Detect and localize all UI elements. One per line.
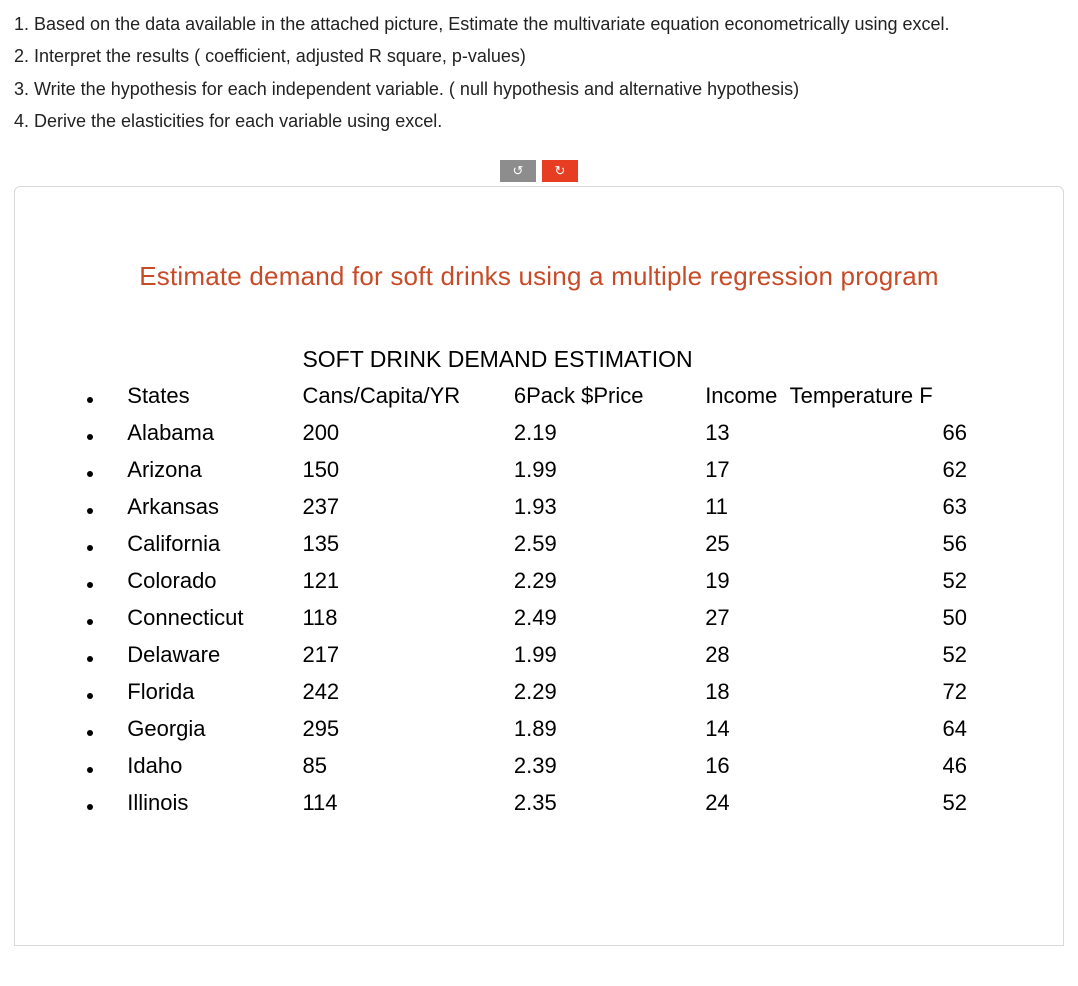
cell-cans: 85 [302, 748, 513, 785]
cell-cans: 295 [302, 711, 513, 748]
cell-price: 2.29 [514, 674, 705, 711]
cell-income: 19 [705, 563, 816, 600]
question-2: 2. Interpret the results ( coefficient, … [14, 40, 1064, 72]
cell-state: Colorado [127, 563, 302, 600]
redo-button[interactable]: ↻ [542, 160, 578, 182]
data-table-wrap: SOFT DRINK DEMAND ESTIMATION States Cans… [59, 340, 1019, 822]
question-4: 4. Derive the elasticities for each vari… [14, 105, 1064, 137]
cell-price: 2.59 [514, 526, 705, 563]
bullet-icon [87, 508, 93, 514]
cell-income: 11 [705, 489, 816, 526]
bullet-icon [87, 471, 93, 477]
cell-state: Idaho [127, 748, 302, 785]
cell-cans: 217 [302, 637, 513, 674]
cell-state: Delaware [127, 637, 302, 674]
header-income-temp: Income Temperature F [705, 378, 967, 415]
cell-income: 28 [705, 637, 816, 674]
cell-state: Arizona [127, 452, 302, 489]
bullet-icon [87, 730, 93, 736]
slide-panel: Estimate demand for soft drinks using a … [14, 186, 1064, 946]
cell-income: 14 [705, 711, 816, 748]
table-row: California1352.592556 [87, 526, 967, 563]
question-3: 3. Write the hypothesis for each indepen… [14, 73, 1064, 105]
cell-price: 1.99 [514, 452, 705, 489]
cell-price: 2.49 [514, 600, 705, 637]
cell-price: 2.19 [514, 415, 705, 452]
cell-temp: 52 [816, 785, 967, 822]
cell-cans: 242 [302, 674, 513, 711]
cell-cans: 118 [302, 600, 513, 637]
cell-temp: 72 [816, 674, 967, 711]
cell-income: 27 [705, 600, 816, 637]
cell-price: 2.35 [514, 785, 705, 822]
table-row: Idaho852.391646 [87, 748, 967, 785]
cell-temp: 64 [816, 711, 967, 748]
header-price: 6Pack $Price [514, 378, 705, 415]
cell-temp: 63 [816, 489, 967, 526]
bullet-icon [87, 582, 93, 588]
cell-income: 13 [705, 415, 816, 452]
cell-cans: 200 [302, 415, 513, 452]
page: 1. Based on the data available in the at… [0, 0, 1078, 986]
cell-cans: 237 [302, 489, 513, 526]
table-row: Arizona1501.991762 [87, 452, 967, 489]
cell-temp: 50 [816, 600, 967, 637]
cell-income: 16 [705, 748, 816, 785]
bullet-icon [87, 693, 93, 699]
cell-state: Illinois [127, 785, 302, 822]
table-row: Connecticut1182.492750 [87, 600, 967, 637]
table-row: Illinois1142.352452 [87, 785, 967, 822]
bullet-icon [87, 545, 93, 551]
cell-temp: 66 [816, 415, 967, 452]
cell-state: Florida [127, 674, 302, 711]
cell-state: Alabama [127, 415, 302, 452]
bullet-icon [87, 619, 93, 625]
table-row: Arkansas2371.931163 [87, 489, 967, 526]
cell-temp: 56 [816, 526, 967, 563]
cell-cans: 150 [302, 452, 513, 489]
cell-income: 17 [705, 452, 816, 489]
cell-price: 1.93 [514, 489, 705, 526]
slide-title: Estimate demand for soft drinks using a … [59, 261, 1019, 292]
question-1: 1. Based on the data available in the at… [14, 8, 1064, 40]
section-title: SOFT DRINK DEMAND ESTIMATION [302, 340, 705, 379]
cell-price: 1.99 [514, 637, 705, 674]
cell-income: 18 [705, 674, 816, 711]
bullet-icon [87, 656, 93, 662]
cell-cans: 135 [302, 526, 513, 563]
bullet-icon [87, 767, 93, 773]
undo-button[interactable]: ↺ [500, 160, 536, 182]
table-row: Florida2422.291872 [87, 674, 967, 711]
cell-price: 2.39 [514, 748, 705, 785]
toolbar: ↺ ↻ [14, 160, 1064, 182]
cell-income: 25 [705, 526, 816, 563]
header-cans: Cans/Capita/YR [302, 378, 513, 415]
question-list: 1. Based on the data available in the at… [14, 8, 1064, 138]
header-row: States Cans/Capita/YR 6Pack $Price Incom… [87, 378, 967, 415]
cell-income: 24 [705, 785, 816, 822]
cell-price: 1.89 [514, 711, 705, 748]
table-row: Colorado1212.291952 [87, 563, 967, 600]
bullet-icon [87, 434, 93, 440]
table-row: Alabama2002.191366 [87, 415, 967, 452]
cell-state: Arkansas [127, 489, 302, 526]
cell-temp: 62 [816, 452, 967, 489]
cell-cans: 114 [302, 785, 513, 822]
cell-temp: 52 [816, 563, 967, 600]
header-state: States [127, 378, 302, 415]
cell-state: Georgia [127, 711, 302, 748]
cell-temp: 52 [816, 637, 967, 674]
cell-price: 2.29 [514, 563, 705, 600]
data-table: SOFT DRINK DEMAND ESTIMATION States Cans… [87, 340, 967, 822]
cell-state: Connecticut [127, 600, 302, 637]
table-row: Georgia2951.891464 [87, 711, 967, 748]
bullet-icon [87, 397, 93, 403]
section-title-row: SOFT DRINK DEMAND ESTIMATION [87, 340, 967, 379]
cell-state: California [127, 526, 302, 563]
cell-temp: 46 [816, 748, 967, 785]
table-row: Delaware2171.992852 [87, 637, 967, 674]
cell-cans: 121 [302, 563, 513, 600]
bullet-icon [87, 804, 93, 810]
